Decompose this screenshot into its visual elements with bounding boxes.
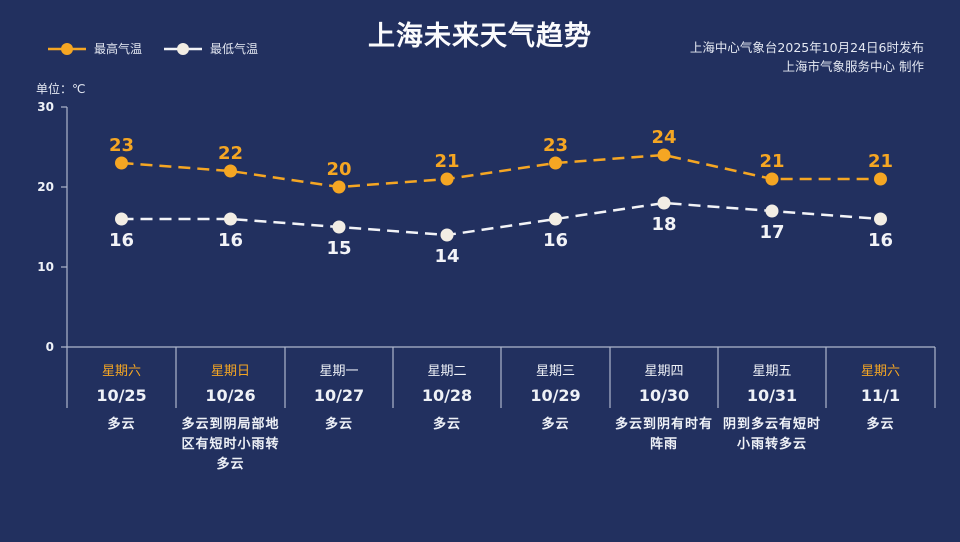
high-temp-label: 21 — [868, 151, 893, 172]
day-column: 星期六 10/25 多云 — [67, 348, 176, 435]
source-issuer: 上海中心气象台2025年10月24日6时发布 — [689, 40, 924, 55]
source-note: 上海中心气象台2025年10月24日6时发布 上海市气象服务中心 制作 — [690, 38, 924, 76]
weather-description: 多云 — [324, 417, 353, 432]
date-label: 10/26 — [205, 386, 256, 405]
high-temp-label: 20 — [326, 159, 351, 180]
high-temp-point — [765, 172, 779, 186]
weather-description: 阴到多云有短时小雨转多云 — [722, 417, 821, 452]
white-line-dot-icon — [164, 42, 203, 55]
high-temp-label: 23 — [543, 135, 568, 156]
low-temp-point — [224, 212, 237, 226]
weekday-label: 星期六 — [860, 364, 900, 379]
low-temp-label: 16 — [543, 230, 568, 251]
low-temp-point — [332, 220, 346, 234]
high-temp-label: 21 — [759, 151, 784, 172]
low-temp-label: 17 — [759, 222, 784, 243]
high-temp-point — [224, 164, 237, 178]
high-temp-line — [121, 153, 881, 189]
date-label: 10/27 — [313, 386, 365, 405]
date-label: 10/25 — [96, 386, 147, 405]
weekday-label: 星期日 — [210, 364, 250, 379]
day-column: 星期五 10/31 阴到多云有短时小雨转多云 — [718, 348, 826, 455]
high-temp-point — [115, 156, 128, 170]
legend-high-label: 最高气温 — [94, 42, 143, 56]
low-temp-label: 18 — [651, 214, 676, 235]
column-dividers — [175, 347, 936, 408]
high-temp-label: 22 — [218, 143, 243, 164]
high-temp-point — [874, 172, 887, 186]
low-temp-label: 16 — [868, 230, 893, 251]
weekday-label: 星期一 — [319, 364, 359, 379]
legend-low-label: 最低气温 — [210, 42, 259, 56]
weather-description: 多云 — [866, 417, 895, 432]
date-label: 10/28 — [421, 386, 473, 405]
high-temp-point — [657, 148, 671, 162]
low-temp-label: 14 — [434, 246, 459, 267]
legend-item-low: 最低气温 — [164, 40, 258, 57]
weather-description: 多云 — [107, 417, 136, 432]
day-column: 星期日 10/26 多云到阴局部地区有短时小雨转多云 — [176, 348, 285, 475]
day-column: 星期三 10/29 多云 — [501, 348, 610, 435]
page-title: 上海未来天气趋势 — [368, 21, 592, 52]
day-column: 星期一 10/27 多云 — [285, 348, 393, 435]
high-temp-point — [440, 172, 454, 186]
weather-description: 多云 — [432, 417, 461, 432]
y-tick-20: 20 — [37, 180, 54, 194]
date-label: 10/30 — [638, 386, 690, 405]
high-temp-label: 24 — [651, 127, 676, 148]
high-temp-point — [549, 156, 562, 170]
date-label: 10/29 — [530, 386, 581, 405]
weather-description: 多云到阴局部地区有短时小雨转多云 — [181, 417, 280, 472]
low-temp-point — [874, 212, 887, 226]
low-temp-label: 16 — [109, 230, 134, 251]
day-column: 星期二 10/28 多云 — [393, 348, 501, 435]
date-label: 11/1 — [860, 386, 901, 405]
series-low-temperature: 16 16 15 14 16 18 17 16 — [109, 196, 893, 267]
low-temp-line — [121, 201, 881, 237]
legend-item-high: 最高气温 — [48, 40, 142, 57]
weekday-label: 星期二 — [427, 364, 467, 379]
weather-description: 多云到阴有时有阵雨 — [614, 417, 713, 452]
legend: 最高气温 最低气温 — [48, 40, 280, 57]
y-tick-0: 0 — [46, 340, 54, 354]
y-axis-unit: 单位：℃ — [36, 82, 86, 96]
source-producer: 上海市气象服务中心 制作 — [782, 59, 924, 74]
weather-description: 多云 — [541, 417, 570, 432]
weekday-label: 星期四 — [644, 364, 684, 379]
orange-line-dot-icon — [48, 42, 86, 55]
high-temp-point — [332, 180, 346, 194]
low-temp-label: 16 — [218, 230, 243, 251]
date-label: 10/31 — [746, 386, 798, 405]
low-temp-point — [115, 212, 128, 226]
y-tick-30: 30 — [37, 100, 54, 114]
y-tick-10: 10 — [37, 260, 54, 274]
weekday-label: 星期五 — [752, 364, 792, 379]
day-column: 星期六 11/1 多云 — [826, 348, 935, 435]
low-temp-point — [549, 212, 562, 226]
high-temp-label: 23 — [109, 135, 134, 156]
day-column: 星期四 10/30 多云到阴有时有阵雨 — [610, 348, 718, 455]
low-temp-point — [765, 204, 779, 218]
weekday-label: 星期六 — [101, 364, 141, 379]
series-high-temperature: 23 22 20 21 23 24 21 21 — [109, 127, 893, 194]
high-temp-label: 21 — [434, 151, 459, 172]
low-temp-point — [657, 196, 671, 210]
weekday-label: 星期三 — [535, 364, 575, 379]
low-temp-point — [440, 228, 454, 242]
low-temp-label: 15 — [326, 238, 351, 259]
